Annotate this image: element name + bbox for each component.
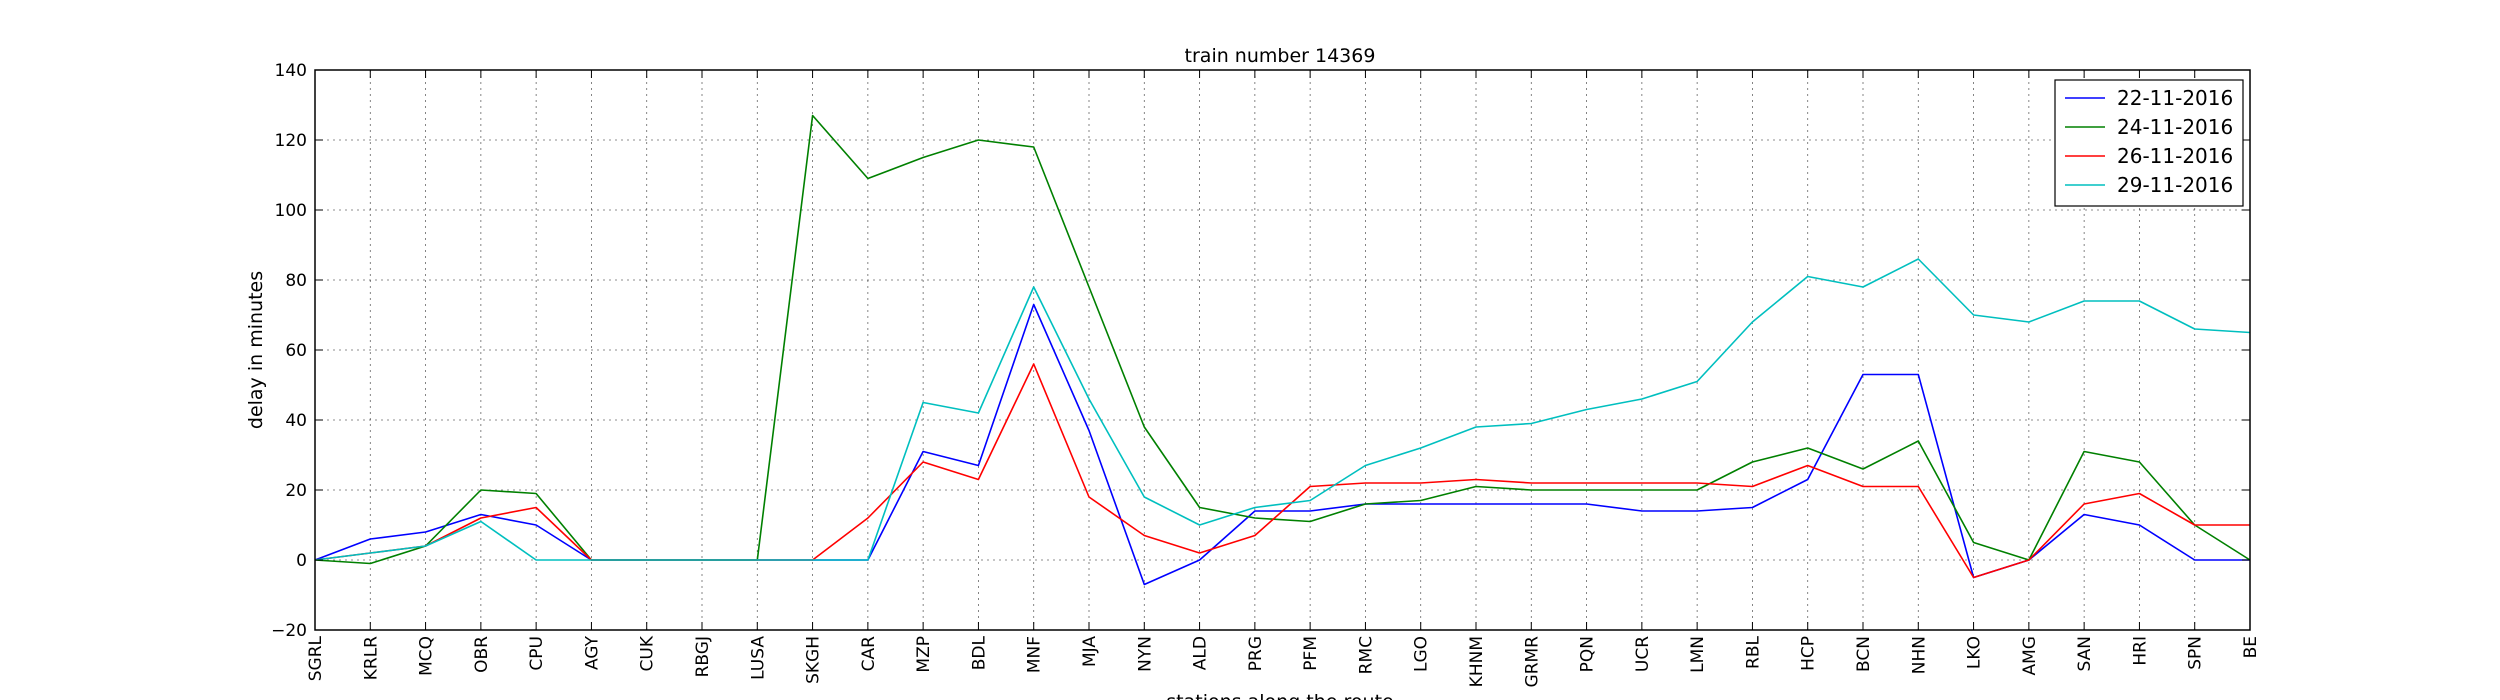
x-tick-label: GRMR <box>1522 636 1542 688</box>
x-tick-label: CAR <box>859 636 879 671</box>
x-tick-label: SPN <box>2186 636 2206 670</box>
x-tick-label: SKGH <box>804 636 824 684</box>
legend-label: 29-11-2016 <box>2117 173 2233 197</box>
x-tick-label: MJA <box>1080 636 1100 667</box>
y-tick-label: 60 <box>285 341 307 361</box>
y-tick-label: 100 <box>275 201 307 221</box>
series-line-4 <box>314 258 2251 561</box>
x-tick-label: BCN <box>1854 636 1874 672</box>
x-tick-label: CPU <box>527 636 547 671</box>
x-tick-label: CUK <box>638 635 658 671</box>
x-tick-label: RMC <box>1356 636 1376 674</box>
y-axis-label: delay in minutes <box>245 271 267 429</box>
x-tick-label: PFM <box>1301 636 1321 671</box>
y-tick-label: 20 <box>285 481 307 501</box>
x-tick-label: MZP <box>914 636 934 673</box>
x-tick-label: HCP <box>1799 636 1819 671</box>
x-tick-label: LKO <box>1965 636 1985 669</box>
y-tick-label: 120 <box>275 131 307 151</box>
x-tick-label: AGY <box>582 635 602 670</box>
grid-lines <box>315 70 2250 630</box>
legend: 22-11-2016 24-11-2016 26-11-2016 29-11-2016 <box>2054 79 2244 207</box>
y-tick-label: 40 <box>285 411 307 431</box>
x-tick-label: AMG <box>2020 636 2040 675</box>
x-tick-label: RBGJ <box>693 636 713 677</box>
axis-ticks: −20 0 20 40 60 80 100 120 140 SGRL KRLR MCQ OBR CPU AG… <box>271 61 2261 687</box>
x-tick-label: RBL <box>1743 635 1763 668</box>
y-tick-label: 80 <box>285 271 307 291</box>
x-tick-label: NYN <box>1135 636 1155 672</box>
x-tick-label: LGO <box>1412 636 1432 672</box>
x-tick-label: LMN <box>1688 636 1708 673</box>
x-tick-label: ALD <box>1191 636 1211 670</box>
x-tick-label: HRI <box>2130 636 2150 666</box>
chart-title: train number 14369 <box>1185 45 1376 67</box>
x-tick-label: MCQ <box>417 636 437 676</box>
series-line-3 <box>314 363 2250 579</box>
legend-label: 24-11-2016 <box>2117 115 2233 139</box>
series-lines <box>314 114 2251 586</box>
y-tick-label: 140 <box>275 61 307 81</box>
x-tick-label: MNF <box>1025 636 1045 673</box>
legend-label: 26-11-2016 <box>2117 144 2233 168</box>
legend-label: 22-11-2016 <box>2117 86 2233 110</box>
series-line-2 <box>314 114 2251 565</box>
x-tick-label: BE <box>2241 636 2261 658</box>
x-tick-label: SGRL <box>306 635 326 681</box>
x-tick-label: PRG <box>1246 636 1266 671</box>
x-tick-label: KRLR <box>361 636 381 680</box>
x-tick-label: BDL <box>969 635 989 670</box>
x-tick-label: NHN <box>1909 636 1929 674</box>
x-tick-label: OBR <box>472 636 492 673</box>
y-tick-label: −20 <box>271 621 307 641</box>
x-tick-label: UCR <box>1633 636 1653 672</box>
x-tick-label: LUSA <box>748 636 768 680</box>
x-tick-label: SAN <box>2075 636 2095 671</box>
x-tick-label: PQN <box>1578 636 1598 672</box>
y-tick-label: 0 <box>296 551 307 571</box>
x-axis-label: stations along the route <box>1166 691 1393 700</box>
series-line-1 <box>314 303 2250 586</box>
x-tick-label: KHNM <box>1467 636 1487 687</box>
